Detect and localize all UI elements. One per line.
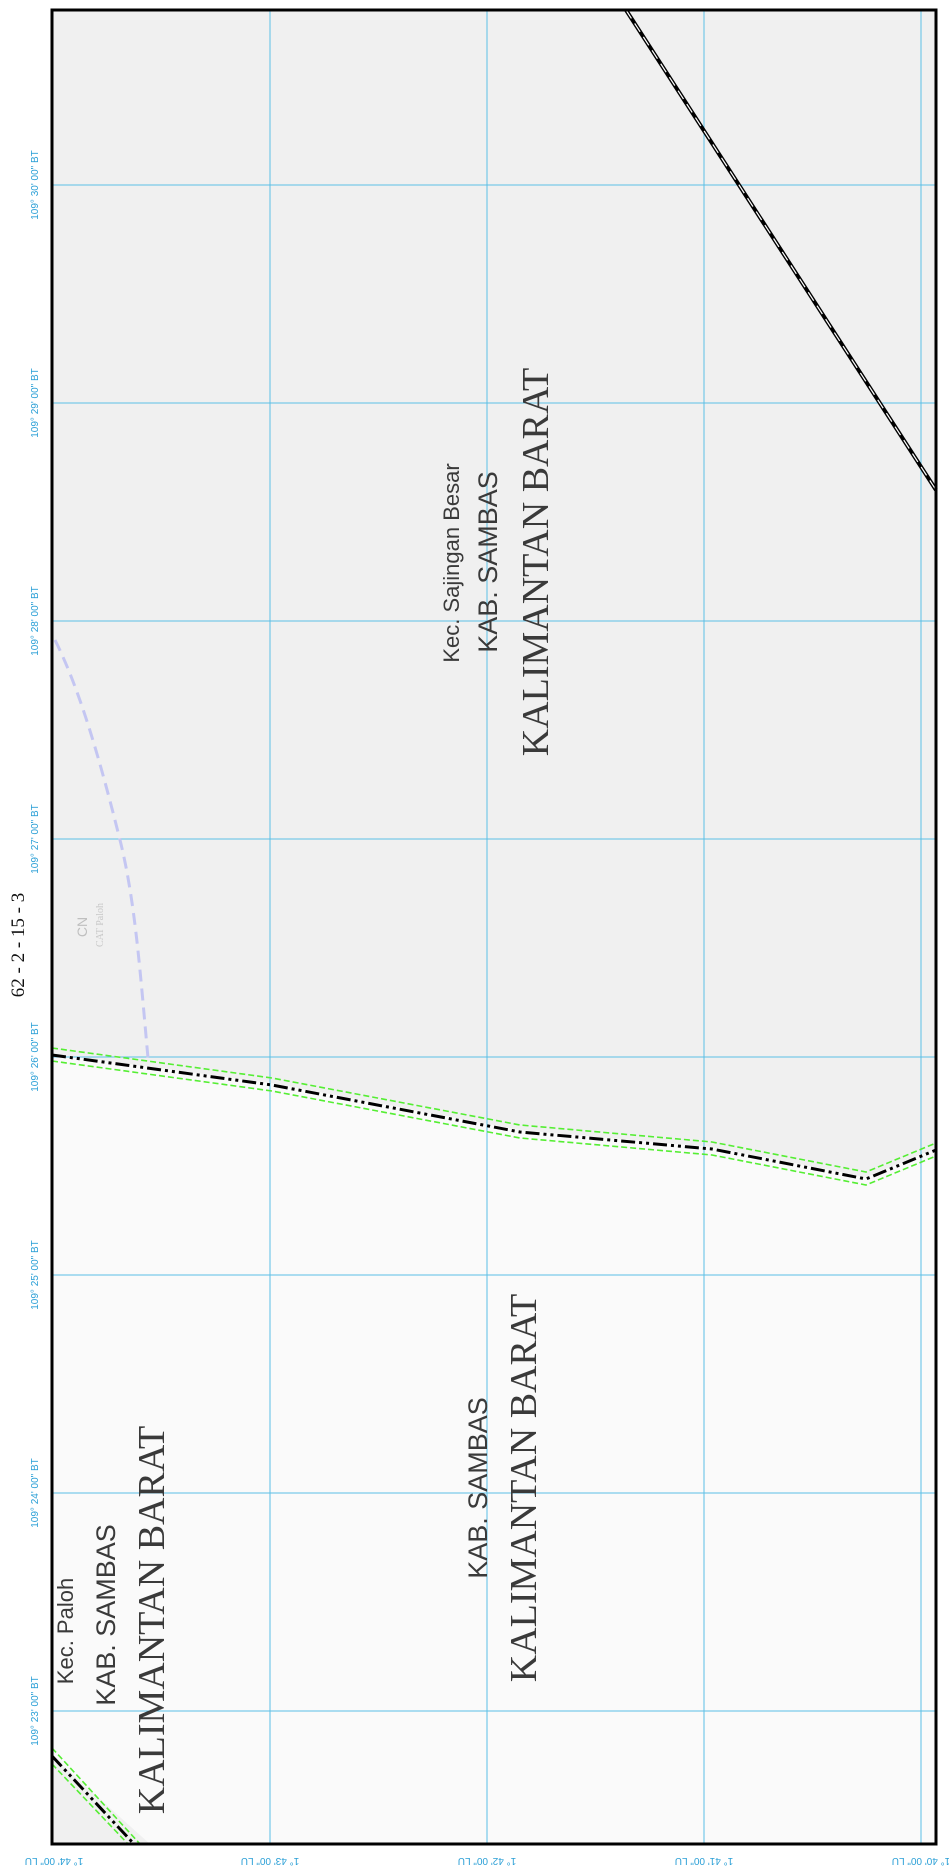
latitude-ticks: 1° 44' 00" LU 1° 43' 00" LU 1° 42' 00" L… — [25, 1855, 949, 1866]
faint-labels: CN CAT Paloh — [74, 903, 106, 947]
south-region-labels: KAB. SAMBAS KALIMANTAN BARAT — [463, 1294, 545, 1683]
region-south — [52, 1053, 936, 1844]
northeast-boundary — [624, 8, 938, 492]
lon-tick-label: 109° 25' 00" BT — [30, 1240, 41, 1310]
district-label: Kec. Paloh — [53, 1578, 78, 1684]
lat-tick-label: 1° 43' 00" LU — [241, 1855, 299, 1866]
map-frame — [50, 8, 938, 1846]
regency-label: KAB. SAMBAS — [473, 471, 503, 653]
province-label: KALIMANTAN BARAT — [503, 1294, 545, 1683]
lat-tick-label: 1° 42' 00" LU — [458, 1855, 516, 1866]
southwest-boundary — [50, 1747, 141, 1846]
north-region-labels: Kec. Sajingan Besar KAB. SAMBAS KALIMANT… — [439, 368, 557, 757]
province-label: KALIMANTAN BARAT — [515, 368, 557, 757]
lon-tick-label: 109° 29' 00" BT — [30, 368, 41, 438]
lon-tick-label: 109° 26' 00" BT — [30, 1022, 41, 1092]
dashed-boundary-line — [53, 639, 150, 1059]
lat-tick-label: 1° 41' 00" LU — [675, 1855, 733, 1866]
district-label: Kec. Sajingan Besar — [439, 463, 464, 662]
lon-tick-label: 109° 28' 00" BT — [30, 586, 41, 656]
faint-code-label: CN — [74, 917, 90, 937]
lat-tick-label: 1° 40' 00" LU — [892, 1855, 949, 1866]
regency-label: KAB. SAMBAS — [463, 1397, 493, 1579]
longitude-ticks: 109° 23' 00" BT 109° 24' 00" BT 109° 25'… — [30, 150, 41, 1746]
lon-tick-label: 109° 24' 00" BT — [30, 1458, 41, 1528]
province-label: KALIMANTAN BARAT — [131, 1426, 173, 1815]
lon-tick-label: 109° 23' 00" BT — [30, 1676, 41, 1746]
grid — [52, 10, 936, 1844]
lat-tick-label: 1° 44' 00" LU — [25, 1855, 83, 1866]
regency-label: KAB. SAMBAS — [91, 1524, 121, 1706]
sheet-id: 62 - 2 - 15 - 3 — [8, 893, 29, 997]
faint-name-label: CAT Paloh — [95, 903, 106, 947]
southwest-region-labels: Kec. Paloh KAB. SAMBAS KALIMANTAN BARAT — [53, 1426, 173, 1815]
lon-tick-label: 109° 27' 00" BT — [30, 804, 41, 874]
admin-boundary — [51, 1047, 937, 1186]
lon-tick-label: 109° 30' 00" BT — [30, 150, 41, 220]
